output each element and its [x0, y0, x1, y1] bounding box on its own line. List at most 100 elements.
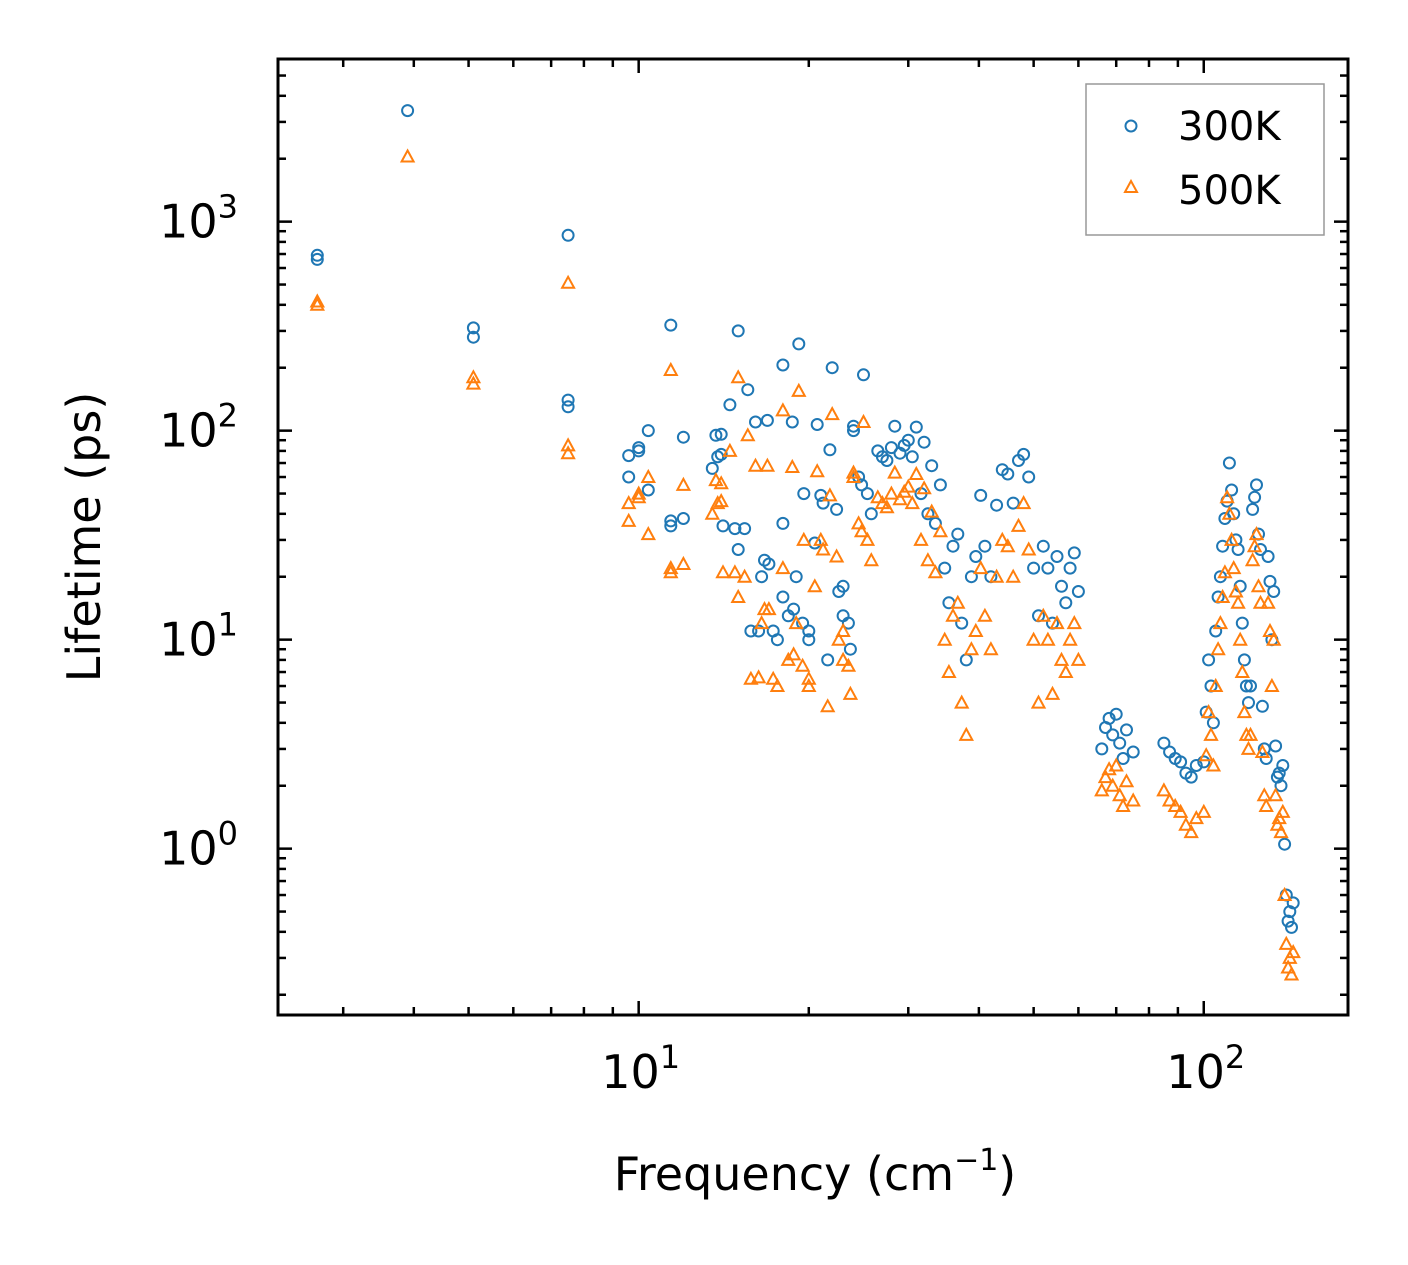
point-300k [955, 616, 969, 630]
point-300k [714, 427, 728, 441]
point-500k [1230, 594, 1246, 609]
point-300k [1276, 759, 1290, 772]
point-500k [801, 677, 817, 692]
point-500k [1273, 824, 1289, 839]
point-500k [761, 601, 777, 616]
point-300k [760, 413, 774, 427]
point-300k [561, 400, 575, 414]
legend-frame [1085, 83, 1325, 236]
point-500k [1066, 615, 1082, 630]
point-300k [855, 478, 869, 492]
point-500k [788, 615, 804, 630]
point-500k [1105, 777, 1121, 792]
point-500k [1062, 631, 1078, 646]
point-300k [1157, 736, 1171, 750]
point-500k [560, 437, 576, 452]
point-500k [1005, 568, 1021, 583]
point-500k [1094, 782, 1110, 797]
point-500k [820, 698, 836, 713]
point-300k [1006, 496, 1020, 510]
point-300k [857, 368, 870, 382]
point-500k [920, 552, 936, 567]
point-300k [1126, 745, 1140, 759]
point-500k [813, 531, 829, 546]
point-300k [925, 459, 939, 473]
point-500k [715, 564, 731, 579]
point-300k [1285, 920, 1298, 934]
point-500k [309, 293, 325, 308]
point-500k [640, 526, 656, 541]
point-500k [794, 657, 811, 672]
point-500k [1275, 803, 1291, 818]
point-500k [621, 512, 637, 527]
point-500k [1205, 757, 1222, 772]
point-300k [641, 483, 655, 497]
point-500k [1232, 631, 1248, 646]
x-tick-label: 102 [1166, 1038, 1245, 1099]
point-500k [954, 694, 970, 709]
point-500k [900, 478, 916, 493]
point-300k [310, 248, 324, 262]
point-500k [945, 607, 961, 622]
x-axis-title: Frequency (cm−1) [614, 1143, 1017, 1201]
point-500k [791, 382, 807, 397]
point-500k [1196, 803, 1212, 818]
point-300k [709, 428, 723, 442]
point-500k [916, 480, 932, 495]
point-500k [796, 531, 812, 546]
point-300k [1001, 467, 1015, 481]
point-300k [622, 470, 636, 484]
point-300k [802, 633, 816, 647]
point-500k [822, 487, 838, 502]
point-500k [1167, 797, 1183, 812]
x-axis-title-exponent: −1 [954, 1143, 998, 1178]
point-500k [850, 515, 867, 530]
point-500k [1280, 959, 1296, 974]
point-300k [1272, 766, 1286, 780]
point-500k [1025, 631, 1042, 646]
point-500k [663, 564, 679, 579]
point-500k [977, 607, 993, 622]
point-500k [937, 631, 953, 646]
point-300k [622, 449, 636, 463]
point-500k [1223, 531, 1240, 546]
point-500k [309, 296, 325, 311]
point-500k [704, 505, 720, 520]
point-500k [560, 274, 576, 289]
point-500k [883, 485, 900, 500]
point-300k [938, 561, 952, 575]
point-500k [1212, 615, 1229, 630]
point-500k [859, 531, 876, 546]
point-500k [750, 669, 767, 684]
point-500k [1118, 773, 1135, 788]
point-500k [759, 457, 776, 472]
point-300k [1254, 543, 1267, 556]
point-300k [1216, 539, 1230, 553]
point-300k [561, 393, 575, 407]
x-tick-label: 101 [601, 1038, 680, 1099]
point-300k [728, 522, 742, 536]
point-300k [1225, 483, 1239, 497]
point-500k [785, 646, 802, 661]
point-500k [1058, 663, 1074, 678]
point-300k [1267, 585, 1281, 598]
point-300k [792, 337, 806, 351]
point-500k [784, 458, 800, 473]
point-500k [640, 468, 656, 483]
point-500k [904, 495, 920, 510]
point-300k [1286, 896, 1300, 910]
point-500k [1226, 560, 1242, 575]
point-500k [1178, 816, 1194, 831]
point-300k [561, 228, 575, 242]
point-500k [730, 588, 746, 603]
point-300k [676, 512, 690, 525]
point-500k [675, 555, 692, 570]
point-300k [1063, 561, 1077, 575]
point-500k [1256, 787, 1272, 802]
point-300k [1189, 759, 1203, 772]
point-300k [749, 415, 762, 429]
point-500k [853, 523, 870, 538]
point-500k [740, 427, 756, 442]
point-300k [1120, 723, 1133, 737]
point-300k [731, 543, 745, 556]
